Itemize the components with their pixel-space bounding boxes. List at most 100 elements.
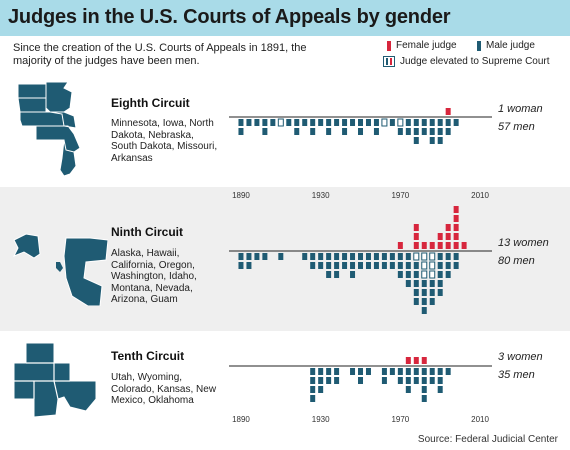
title-bar	[0, 0, 570, 36]
male-judge-marker	[342, 119, 348, 126]
male-judge-marker	[358, 253, 364, 260]
male-judge-marker	[429, 298, 435, 305]
male-judge-marker	[397, 128, 403, 135]
male-judge-marker	[350, 262, 356, 269]
female-judge-marker	[453, 242, 459, 249]
female-judge-marker	[421, 357, 427, 364]
x-tick-label: 1890	[232, 415, 250, 424]
male-judge-marker	[326, 271, 332, 278]
ninth-women-count: 13 women	[498, 237, 549, 249]
male-judge-marker	[397, 271, 403, 278]
male-judge-marker	[405, 128, 411, 135]
male-judge-marker	[421, 368, 427, 375]
female-judge-marker	[429, 242, 435, 249]
elevated-judge-marker	[429, 270, 436, 279]
male-judge-marker	[413, 119, 419, 126]
male-judge-marker	[429, 368, 435, 375]
legend-elevated-swatch-inner-female	[390, 58, 392, 65]
male-judge-marker	[262, 119, 268, 126]
male-judge-marker	[413, 128, 419, 135]
male-judge-marker	[358, 377, 364, 384]
male-judge-marker	[413, 289, 419, 296]
male-judge-marker	[342, 262, 348, 269]
male-judge-marker	[413, 137, 419, 144]
male-judge-marker	[405, 262, 411, 269]
male-judge-marker	[405, 386, 411, 393]
x-tick-label: 2010	[471, 415, 489, 424]
male-judge-marker	[445, 271, 451, 278]
female-judge-marker	[405, 357, 411, 364]
male-judge-marker	[365, 262, 371, 269]
male-judge-marker	[326, 377, 332, 384]
male-judge-marker	[342, 253, 348, 260]
x-tick-label: 1890	[232, 191, 250, 200]
male-judge-marker	[358, 368, 364, 375]
male-judge-marker	[445, 262, 451, 269]
elevated-judge-marker	[421, 261, 428, 270]
female-judge-marker	[413, 233, 419, 240]
female-judge-marker	[453, 224, 459, 231]
male-judge-marker	[373, 128, 379, 135]
male-judge-marker	[318, 386, 324, 393]
female-judge-marker	[453, 215, 459, 222]
legend-elevated-label: Judge elevated to Supreme Court	[400, 56, 550, 67]
male-judge-marker	[318, 368, 324, 375]
male-judge-marker	[429, 377, 435, 384]
male-judge-marker	[437, 271, 443, 278]
female-judge-marker	[445, 242, 451, 249]
x-tick-label: 2010	[471, 191, 489, 200]
male-judge-marker	[453, 253, 459, 260]
male-judge-marker	[334, 377, 340, 384]
male-judge-marker	[254, 253, 260, 260]
male-judge-marker	[326, 128, 332, 135]
male-judge-marker	[358, 262, 364, 269]
male-judge-marker	[350, 271, 356, 278]
male-judge-marker	[246, 262, 252, 269]
male-judge-marker	[318, 253, 324, 260]
source-note: Source: Federal Judicial Center	[417, 434, 558, 445]
tenth-circuit-states: Utah, Wyoming, Colorado, Kansas, New Mex…	[111, 372, 217, 406]
male-judge-marker	[334, 262, 340, 269]
male-judge-marker	[421, 395, 427, 402]
male-judge-marker	[405, 119, 411, 126]
legend-male-label: Male judge	[486, 40, 535, 51]
male-judge-marker	[318, 262, 324, 269]
male-judge-marker	[310, 128, 316, 135]
male-judge-marker	[310, 262, 316, 269]
male-judge-marker	[342, 128, 348, 135]
male-judge-marker	[421, 280, 427, 287]
male-judge-marker	[381, 368, 387, 375]
x-tick-label: 1970	[391, 191, 409, 200]
male-judge-marker	[381, 253, 387, 260]
tenth-circuit-name: Tenth Circuit	[111, 349, 185, 363]
male-judge-marker	[389, 262, 395, 269]
male-judge-marker	[437, 280, 443, 287]
male-judge-marker	[262, 128, 268, 135]
male-judge-marker	[381, 377, 387, 384]
male-judge-marker	[302, 119, 308, 126]
male-judge-marker	[286, 119, 292, 126]
male-judge-marker	[310, 253, 316, 260]
male-judge-marker	[421, 289, 427, 296]
female-judge-marker	[461, 242, 467, 249]
male-judge-marker	[373, 119, 379, 126]
x-tick-label: 1930	[312, 415, 330, 424]
male-judge-marker	[350, 119, 356, 126]
male-judge-marker	[334, 368, 340, 375]
male-judge-marker	[334, 271, 340, 278]
male-judge-marker	[445, 128, 451, 135]
male-judge-marker	[238, 119, 244, 126]
female-judge-marker	[413, 357, 419, 364]
male-judge-marker	[397, 377, 403, 384]
male-judge-marker	[238, 253, 244, 260]
male-judge-marker	[429, 119, 435, 126]
male-judge-marker	[326, 262, 332, 269]
ninth-circuit-states: Alaska, Hawaii, California, Oregon, Wash…	[111, 248, 197, 305]
female-judge-marker	[413, 242, 419, 249]
male-judge-marker	[445, 119, 451, 126]
male-judge-marker	[413, 262, 419, 269]
male-judge-marker	[326, 253, 332, 260]
male-judge-marker	[437, 368, 443, 375]
male-judge-marker	[318, 119, 324, 126]
